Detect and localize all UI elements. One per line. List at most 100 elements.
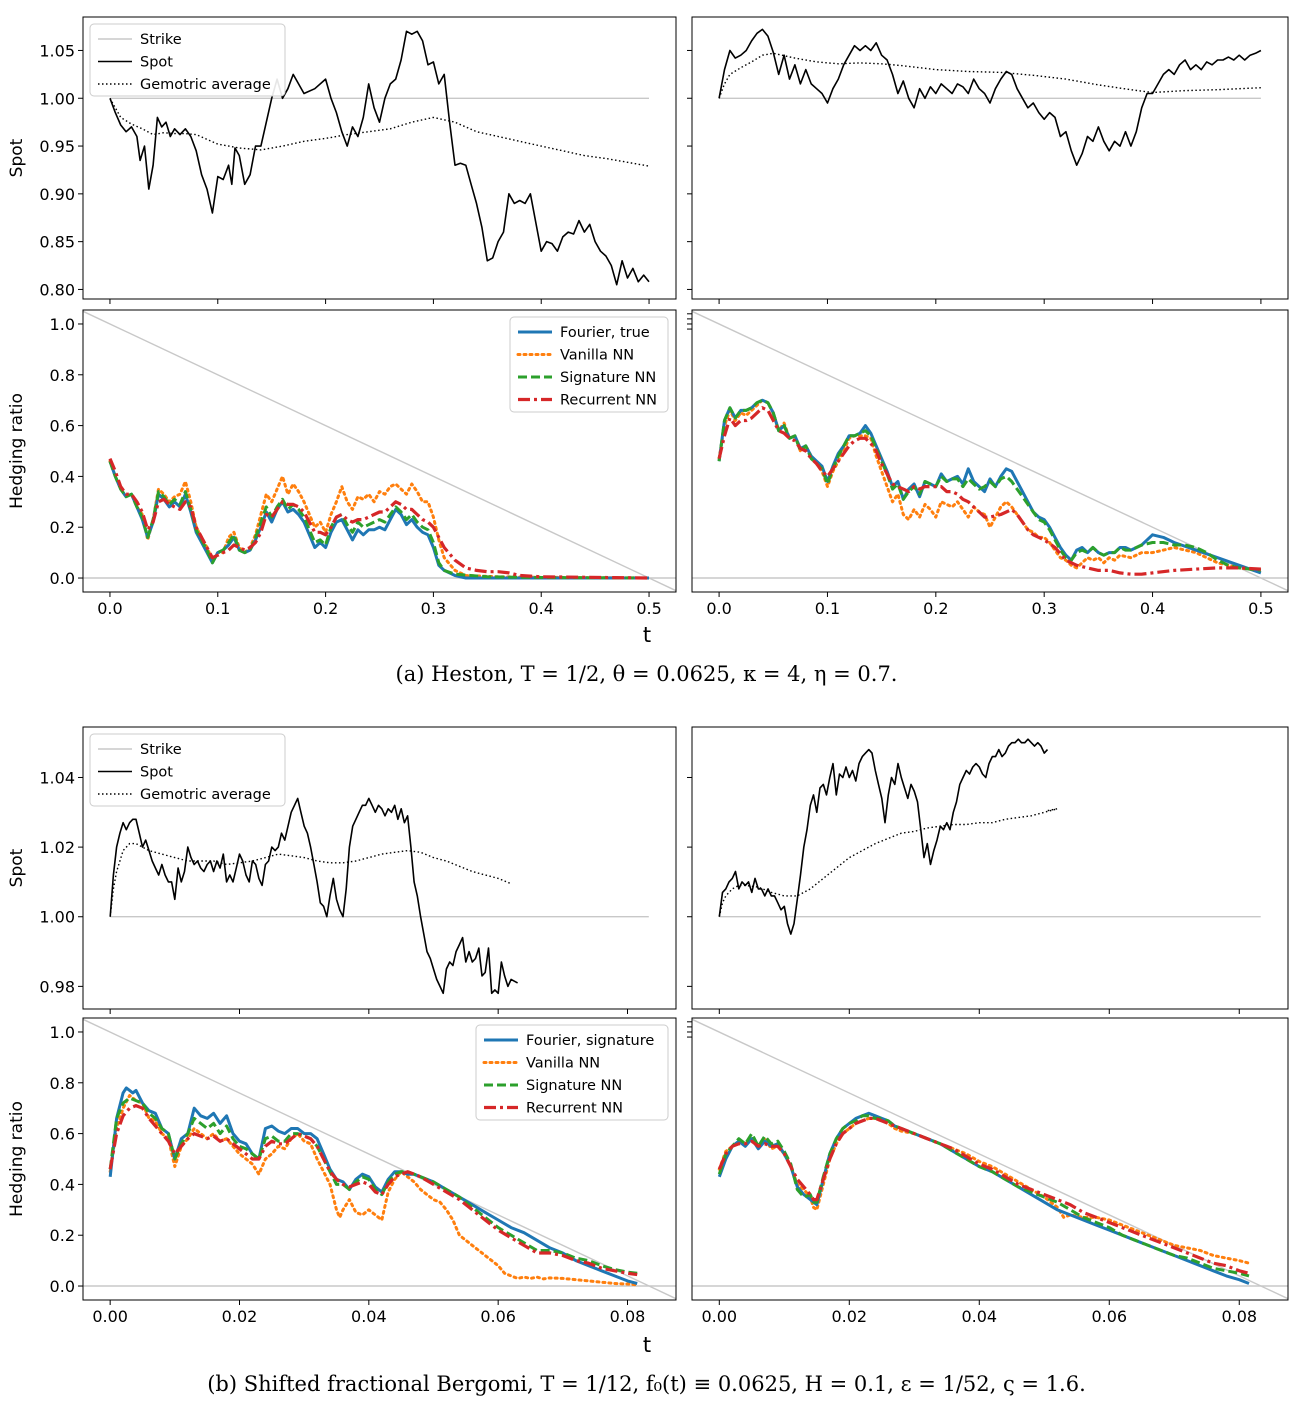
- plot-area: [83, 310, 676, 592]
- x-tick-label: 0.2: [923, 599, 948, 618]
- plot-area: [109, 30, 650, 286]
- series-diag: [83, 310, 676, 592]
- x-tick-label: 0.4: [1140, 599, 1165, 618]
- legend-label: Strike: [140, 742, 182, 758]
- x-tick-label: 0.00: [701, 1307, 737, 1326]
- y-tick-label: 1.02: [39, 838, 75, 857]
- series-fourier-signature: [717, 1111, 1250, 1285]
- x-tick-label: 0.4: [529, 599, 554, 618]
- x-tick-label: 0.3: [1031, 599, 1056, 618]
- legend-label: Vanilla NN: [560, 348, 634, 364]
- y-tick-label: 1.0: [50, 315, 75, 334]
- y-tick-label: 0.6: [50, 1125, 75, 1144]
- series-signature-nn: [108, 460, 650, 580]
- axes-frame: [82, 1017, 677, 1301]
- y-tick-label: 0.0: [50, 569, 75, 588]
- legend-label: Signature NN: [560, 370, 656, 386]
- y-tick-label: 0.8: [50, 366, 75, 385]
- legend-label: Spot: [140, 765, 173, 781]
- series-gemotric-average: [109, 97, 650, 167]
- legend-box: [89, 733, 286, 807]
- series-recurrent-nn: [108, 457, 650, 580]
- legend: Fourier, true Vanilla NN Signature NN Recur…: [509, 316, 669, 413]
- plot-area: [692, 310, 1288, 592]
- legend-label: Gemotric average: [140, 787, 271, 803]
- x-tick-label: 0.0: [706, 599, 731, 618]
- panel-a-hedge-right: 0.0 0.1 0.2 0.3 0.4 0.5: [687, 309, 1289, 618]
- series-spot: [109, 797, 518, 995]
- series-gemotric-average: [109, 842, 512, 917]
- x-tick-label: 0.04: [961, 1307, 997, 1326]
- y-tick-label: 0.0: [50, 1277, 75, 1296]
- panel-a-spot-left: 0.80 0.85 0.90 0.95 1.00 1.05 Spot Strike Spot Ge…: [7, 16, 677, 304]
- series-recurrent-nn: [717, 406, 1261, 576]
- axes-frame: [691, 1017, 1289, 1301]
- plot-area: [718, 738, 1261, 935]
- legend-label: Recurrent NN: [526, 1101, 623, 1117]
- x-tick-label: 0.08: [1221, 1307, 1257, 1326]
- panel-b-hedge-right: 0.00 0.02 0.04 0.06 0.08: [687, 1017, 1289, 1326]
- x-tick-label: 0.02: [222, 1307, 258, 1326]
- panel-a-spot-right: [687, 16, 1289, 304]
- panel-a-hedge-left: 0.0 0.1 0.2 0.3 0.4 0.5 0.0 0.2 0.4 0.6 0.8 1.0 Hedg…: [7, 309, 677, 647]
- legend: Fourier, signature Vanilla NN Signature NN…: [475, 1024, 669, 1121]
- y-tick-label: 0.2: [50, 518, 75, 537]
- legend-label: Fourier, signature: [526, 1033, 654, 1049]
- y-axis-label: Spot: [7, 138, 27, 177]
- y-tick-label: 0.4: [50, 1175, 75, 1194]
- y-axis-label: Hedging ratio: [7, 393, 27, 509]
- x-tick-label: 0.5: [636, 599, 661, 618]
- plot-area: [692, 1018, 1288, 1300]
- legend: Strike Spot Gemotric average: [89, 733, 286, 807]
- x-tick-label: 0.3: [421, 599, 446, 618]
- legend-label: Vanilla NN: [526, 1056, 600, 1072]
- series-fourier-true: [717, 398, 1262, 575]
- series-spot: [718, 28, 1262, 166]
- y-tick-label: 0.95: [39, 137, 75, 156]
- x-tick-label: 0.5: [1248, 599, 1273, 618]
- y-tick-label: 1.0: [50, 1023, 75, 1042]
- axes-frame: [82, 309, 677, 593]
- legend-label: Spot: [140, 55, 173, 71]
- series-spot: [109, 30, 650, 286]
- y-tick-label: 1.00: [39, 89, 75, 108]
- y-tick-label: 1.04: [39, 768, 75, 787]
- plot-area: [109, 797, 649, 995]
- x-axis-label: t: [643, 623, 651, 647]
- caption-b: (b) Shifted fractional Bergomi, T = 1/12…: [207, 1372, 1086, 1396]
- x-tick-label: 0.1: [815, 599, 840, 618]
- series-recurrent-nn: [717, 1116, 1250, 1275]
- caption-a: (a) Heston, T = 1/2, θ = 0.0625, κ = 4, …: [395, 662, 898, 686]
- legend-box: [475, 1024, 669, 1121]
- x-tick-label: 0.0: [97, 599, 122, 618]
- y-tick-label: 0.2: [50, 1226, 75, 1245]
- legend-box: [89, 23, 286, 97]
- legend-label: Gemotric average: [140, 77, 271, 93]
- series-spot: [718, 738, 1049, 935]
- series-fourier-true: [108, 460, 649, 580]
- y-tick-label: 0.80: [39, 280, 75, 299]
- x-tick-label: 0.00: [92, 1307, 128, 1326]
- legend-box: [509, 316, 669, 413]
- series-gemotric-average: [718, 52, 1261, 99]
- legend-label: Fourier, true: [560, 325, 650, 341]
- x-axis-label: t: [643, 1333, 651, 1357]
- x-tick-label: 0.04: [351, 1307, 387, 1326]
- x-tick-label: 0.06: [1091, 1307, 1127, 1326]
- series-signature-nn: [717, 398, 1262, 572]
- x-tick-label: 0.08: [610, 1307, 646, 1326]
- plot-area: [718, 28, 1262, 166]
- legend-label: Recurrent NN: [560, 393, 657, 409]
- panel-b-hedge-left: 0.00 0.02 0.04 0.06 0.08 0.0 0.2 0.4 0.6 0.8 1.0 He…: [7, 1017, 677, 1357]
- x-tick-label: 0.2: [313, 599, 338, 618]
- series-vanilla-nn: [108, 459, 651, 580]
- panel-b-spot-right: [687, 726, 1289, 1014]
- y-tick-label: 1.00: [39, 908, 75, 927]
- axes-frame: [82, 16, 677, 300]
- x-tick-label: 0.1: [205, 599, 230, 618]
- axes-frame: [691, 309, 1289, 593]
- y-axis-label: Hedging ratio: [7, 1101, 27, 1217]
- x-tick-label: 0.02: [831, 1307, 867, 1326]
- legend: Strike Spot Gemotric average: [89, 23, 286, 97]
- y-tick-label: 0.6: [50, 417, 75, 436]
